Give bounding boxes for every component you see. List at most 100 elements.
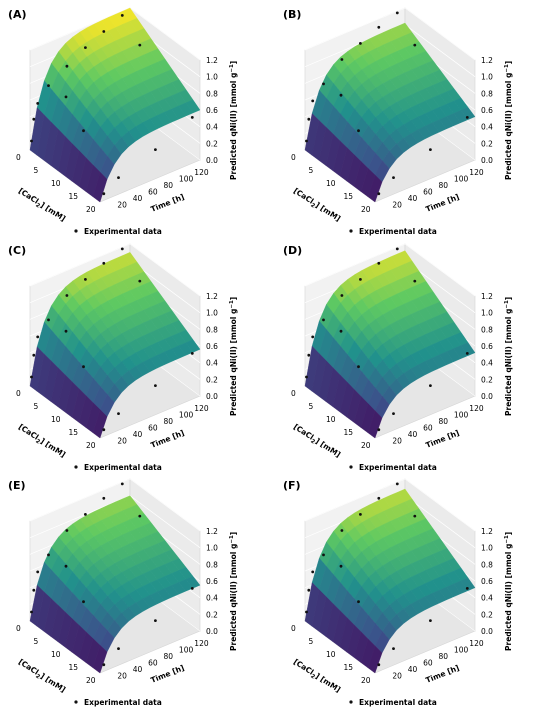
experimental-point — [465, 587, 469, 590]
y-tick-label: 60 — [148, 188, 158, 197]
legend-marker — [349, 700, 353, 704]
experimental-point — [377, 261, 381, 265]
experimental-point — [322, 82, 325, 86]
z-tick-label: 1.0 — [206, 544, 218, 553]
x-tick-label: 20 — [86, 676, 96, 685]
z-tick-label: 0.0 — [481, 627, 493, 636]
y-tick-label: 120 — [194, 639, 209, 648]
experimental-point — [82, 365, 85, 369]
x-tick-label: 0 — [16, 153, 21, 162]
experimental-point — [377, 25, 381, 29]
z-gridline — [304, 243, 476, 297]
x-axis-label: [CaCl2] [mM] — [291, 657, 342, 696]
legend-label: Experimental data — [359, 698, 437, 707]
z-tick-label: 0.2 — [206, 610, 218, 619]
y-tick-label: 20 — [117, 672, 127, 681]
experimental-point — [392, 412, 395, 415]
z-tick-label: 1.0 — [206, 309, 218, 318]
y-tick-label: 100 — [454, 646, 469, 655]
experimental-point — [102, 428, 106, 432]
y-tick-label: 120 — [469, 404, 484, 413]
x-tick-label: 5 — [309, 402, 314, 411]
y-tick-label: 120 — [469, 168, 484, 177]
experimental-point — [32, 588, 36, 592]
experimental-point — [322, 318, 325, 322]
experimental-point — [120, 14, 124, 17]
y-tick-label: 40 — [133, 430, 143, 439]
experimental-point — [154, 619, 157, 622]
experimental-point — [465, 352, 469, 355]
x-tick-label: 5 — [34, 637, 39, 646]
experimental-point — [340, 529, 344, 532]
surface-patch — [367, 645, 383, 674]
experimental-point — [102, 30, 106, 33]
x-tick-label: 20 — [86, 441, 96, 450]
x-tick-label: 15 — [69, 663, 79, 672]
y-tick-label: 100 — [179, 646, 194, 655]
legend-marker — [349, 229, 353, 233]
y-tick-label: 80 — [164, 652, 174, 661]
experimental-point — [120, 247, 124, 251]
experimental-point — [154, 384, 157, 387]
experimental-point — [120, 482, 124, 486]
z-tick-label: 0.8 — [206, 560, 218, 569]
experimental-point — [395, 11, 399, 15]
surface-patch — [367, 410, 383, 439]
experimental-point — [138, 514, 142, 518]
x-tick-label: 15 — [344, 192, 354, 201]
legend-marker — [74, 229, 78, 233]
experimental-point — [413, 43, 417, 47]
y-tick-label: 20 — [392, 201, 402, 210]
x-axis-label: [CaCl2] [mM] — [16, 422, 67, 461]
z-tick-label: 1.2 — [206, 527, 218, 536]
experimental-point — [64, 329, 68, 333]
panel-label: (A) — [8, 8, 27, 21]
z-tick-label: 0.4 — [206, 594, 218, 603]
y-tick-label: 120 — [194, 168, 209, 177]
z-tick-label: 1.0 — [481, 73, 493, 82]
z-tick-label: 0.2 — [481, 610, 493, 619]
z-tick-label: 0.6 — [481, 577, 493, 586]
z-gridline — [29, 478, 201, 532]
z-gridline — [29, 243, 201, 297]
chart-panel: 0.0 0.2 0.4 0.6 0.8 1.0 1.2 0 5 10 15 20 20 40 60 80 100… — [283, 243, 513, 472]
y-tick-label: 80 — [164, 181, 174, 190]
legend-label: Experimental data — [359, 463, 437, 472]
experimental-point — [65, 529, 69, 532]
experimental-point — [392, 176, 395, 180]
experimental-point — [82, 129, 85, 133]
legend-label: Experimental data — [84, 698, 162, 707]
experimental-point — [65, 64, 69, 68]
chart-panel: 0.0 0.2 0.4 0.6 0.8 1.0 1.2 0 5 10 15 20 20 40 60 80 100… — [8, 243, 238, 472]
panel-label: (D) — [283, 244, 302, 257]
chart-panel: 0.0 0.2 0.4 0.6 0.8 1.0 1.2 0 5 10 15 20 20 40 60 80 100… — [8, 7, 238, 236]
y-tick-label: 120 — [194, 404, 209, 413]
y-tick-label: 100 — [179, 175, 194, 184]
experimental-point — [311, 99, 315, 103]
experimental-point — [36, 335, 40, 339]
experimental-point — [340, 58, 344, 61]
x-tick-label: 10 — [51, 179, 61, 188]
x-axis-label: [CaCl2] [mM] — [291, 422, 342, 461]
experimental-point — [138, 279, 142, 283]
z-tick-label: 0.8 — [206, 325, 218, 334]
experimental-point — [465, 116, 469, 119]
experimental-point — [429, 148, 432, 152]
experimental-point — [84, 513, 87, 516]
experimental-point — [377, 496, 381, 500]
experimental-point — [322, 553, 325, 557]
experimental-point — [82, 600, 85, 604]
y-tick-label: 40 — [408, 665, 418, 674]
experimental-point — [30, 610, 33, 614]
experimental-point — [36, 102, 40, 105]
z-tick-label: 0.6 — [206, 577, 218, 586]
y-tick-label: 20 — [117, 437, 127, 446]
y-tick-label: 80 — [439, 417, 449, 426]
z-tick-label: 0.6 — [481, 342, 493, 351]
x-tick-label: 20 — [361, 676, 371, 685]
z-tick-label: 0.4 — [206, 359, 218, 368]
experimental-point — [307, 353, 311, 357]
z-tick-label: 0.8 — [481, 89, 493, 98]
y-tick-label: 60 — [148, 659, 158, 668]
experimental-point — [311, 335, 315, 339]
